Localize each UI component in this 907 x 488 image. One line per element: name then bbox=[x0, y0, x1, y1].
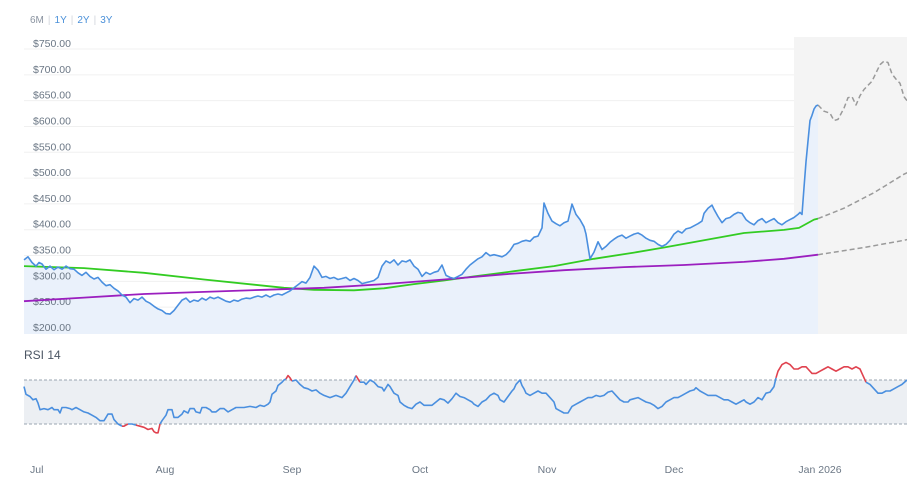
rsi-line bbox=[23, 386, 123, 427]
price-series bbox=[23, 60, 907, 315]
range-1y-button[interactable]: 1Y bbox=[54, 15, 67, 26]
x-tick-label: Dec bbox=[665, 464, 684, 476]
sma-long-line bbox=[23, 253, 819, 303]
x-tick-label: Aug bbox=[156, 464, 175, 476]
range-selector: 6M | 1Y | 2Y | 3Y bbox=[30, 15, 116, 26]
price-line bbox=[23, 104, 819, 315]
range-3y-button[interactable]: 3Y bbox=[100, 15, 113, 26]
x-tick-label: Nov bbox=[538, 464, 557, 476]
y-tick-label: $550.00 bbox=[33, 141, 71, 153]
rsi-line bbox=[291, 375, 357, 399]
y-tick-label: $300.00 bbox=[33, 270, 71, 282]
y-tick-label: $600.00 bbox=[33, 115, 71, 127]
rsi-extreme-line bbox=[355, 375, 361, 383]
x-tick-label: Jul bbox=[30, 464, 43, 476]
y-tick-label: $400.00 bbox=[33, 219, 71, 231]
rsi-line bbox=[360, 377, 777, 414]
x-tick-label: Sep bbox=[283, 464, 302, 476]
rsi-line bbox=[128, 423, 137, 426]
y-tick-label: $750.00 bbox=[33, 38, 71, 50]
range-divider: | bbox=[70, 15, 74, 26]
rsi-band bbox=[24, 380, 907, 424]
range-6m-button[interactable]: 6M bbox=[30, 15, 44, 26]
range-divider: | bbox=[47, 15, 51, 26]
forecast-sma-long-line bbox=[817, 238, 907, 256]
x-tick-label: Oct bbox=[412, 464, 428, 476]
y-tick-label: $700.00 bbox=[33, 64, 71, 76]
rsi-extreme-line bbox=[122, 423, 129, 428]
y-tick-label: $450.00 bbox=[33, 193, 71, 205]
forecast-sma-short-line bbox=[817, 171, 907, 220]
x-axis: Jul Aug Sep Oct Nov Dec Jan 2026 bbox=[30, 464, 842, 476]
range-2y-button[interactable]: 2Y bbox=[77, 15, 90, 26]
rsi-extreme-line bbox=[135, 423, 161, 434]
y-tick-label: $350.00 bbox=[33, 245, 71, 257]
rsi-title: RSI 14 bbox=[24, 348, 61, 362]
y-tick-label: $200.00 bbox=[33, 322, 71, 334]
y-tick-label: $650.00 bbox=[33, 90, 71, 102]
x-tick-label: Jan 2026 bbox=[798, 464, 841, 476]
rsi-line bbox=[865, 379, 907, 395]
price-area-fill bbox=[24, 105, 818, 334]
y-tick-label: $500.00 bbox=[33, 167, 71, 179]
rsi-extreme-line bbox=[775, 361, 867, 383]
rsi-chart bbox=[23, 361, 907, 434]
price-y-axis: $750.00 $700.00 $650.00 $600.00 $550.00 $500.… bbox=[33, 38, 71, 334]
rsi-extreme-line bbox=[285, 374, 293, 382]
forecast-price-line bbox=[817, 60, 907, 122]
range-divider: | bbox=[93, 15, 97, 26]
rsi-line bbox=[159, 378, 287, 425]
